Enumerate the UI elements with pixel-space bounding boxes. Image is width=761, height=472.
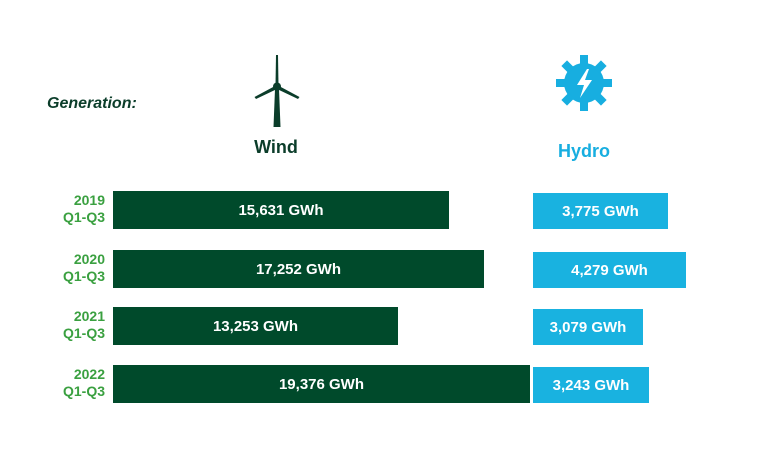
wind-value-label: 17,252 GWh <box>255 260 342 278</box>
row-period: Q1-Q3 <box>62 383 105 399</box>
row-label-2019: 2019 Q1-Q3 <box>36 192 105 226</box>
row-label-2021: 2021 Q1-Q3 <box>36 308 105 342</box>
hydro-bar-2020: 4,279 GWh <box>533 252 686 288</box>
wind-bar-2022: 19,376 GWh <box>113 365 530 403</box>
row-year: 2022 <box>73 366 105 382</box>
row-year: 2021 <box>73 308 105 324</box>
row-period: Q1-Q3 <box>62 325 105 341</box>
row-year: 2019 <box>73 192 105 208</box>
hydro-bar-2022: 3,243 GWh <box>533 367 649 403</box>
hydro-bar-2019: 3,775 GWh <box>533 193 668 229</box>
hydro-title: Hydro <box>557 141 610 161</box>
wind-bar-2019: 15,631 GWh <box>113 191 449 229</box>
wind-turbine-icon <box>254 55 300 127</box>
wind-value-label: 19,376 GWh <box>278 375 365 393</box>
row-period: Q1-Q3 <box>62 209 105 225</box>
wind-value-label: 15,631 GWh <box>238 201 324 219</box>
wind-bar-2021: 13,253 GWh <box>113 307 398 345</box>
row-label-2020: 2020 Q1-Q3 <box>36 251 105 285</box>
hydro-value-label: 3,775 GWh <box>562 202 639 220</box>
hydro-value-label: 4,279 GWh <box>571 261 648 279</box>
wind-value-label: 13,253 GWh <box>212 317 299 335</box>
hydro-bar-2021: 3,079 GWh <box>533 309 643 345</box>
row-year: 2020 <box>73 251 105 267</box>
row-period: Q1-Q3 <box>62 268 105 284</box>
hydro-value-label: 3,243 GWh <box>552 376 630 394</box>
row-label-2022: 2022 Q1-Q3 <box>36 366 105 400</box>
wind-title: Wind <box>254 137 298 157</box>
hydro-value-label: 3,079 GWh <box>549 318 627 336</box>
wind-bar-2020: 17,252 GWh <box>113 250 484 288</box>
generation-label: Generation: <box>47 95 137 112</box>
hydro-turbine-icon <box>556 55 612 111</box>
